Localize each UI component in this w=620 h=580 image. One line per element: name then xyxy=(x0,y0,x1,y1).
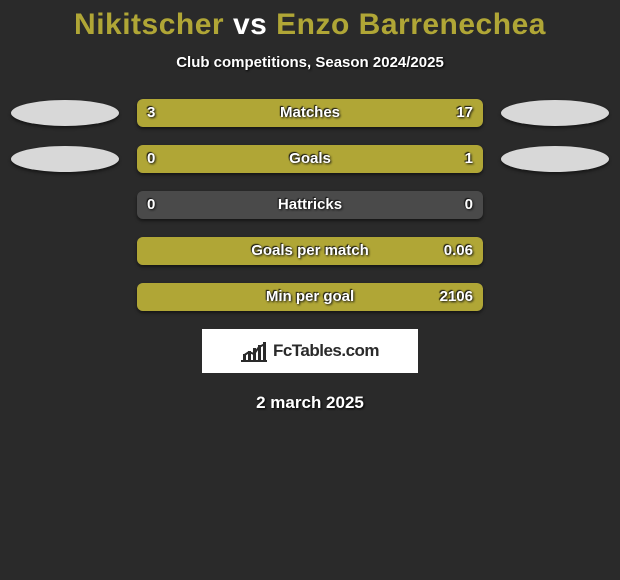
subtitle: Club competitions, Season 2024/2025 xyxy=(0,54,620,71)
player1-name: Nikitscher xyxy=(74,8,224,41)
stat-row: Min per goal2106 xyxy=(0,283,620,311)
bar-chart-icon xyxy=(241,340,267,362)
team-badge-left xyxy=(11,100,119,126)
team-badge-right xyxy=(501,146,609,172)
stat-bar: 0Goals1 xyxy=(137,145,483,173)
player2-name: Enzo Barrenechea xyxy=(276,8,546,41)
stat-row: 0Goals1 xyxy=(0,145,620,173)
team-badge-right xyxy=(501,100,609,126)
team-badge-left xyxy=(11,146,119,172)
stat-value-right: 0 xyxy=(465,191,473,219)
stat-bar: Min per goal2106 xyxy=(137,283,483,311)
date-text: 2 march 2025 xyxy=(0,393,620,413)
stat-value-right: 0.06 xyxy=(444,237,473,265)
stat-row: 0Hattricks0 xyxy=(0,191,620,219)
page-title: Nikitscher vs Enzo Barrenechea xyxy=(0,8,620,42)
stat-bar: Goals per match0.06 xyxy=(137,237,483,265)
stat-label: Matches xyxy=(137,99,483,127)
stat-bar: 0Hattricks0 xyxy=(137,191,483,219)
stat-label: Min per goal xyxy=(137,283,483,311)
stat-value-right: 2106 xyxy=(440,283,473,311)
infographic-container: Nikitscher vs Enzo Barrenechea Club comp… xyxy=(0,0,620,413)
stat-label: Goals xyxy=(137,145,483,173)
stat-label: Hattricks xyxy=(137,191,483,219)
stat-row: 3Matches17 xyxy=(0,99,620,127)
stat-value-right: 1 xyxy=(465,145,473,173)
logo-box: FcTables.com xyxy=(202,329,418,373)
stat-label: Goals per match xyxy=(137,237,483,265)
vs-text: vs xyxy=(233,8,267,41)
stat-row: Goals per match0.06 xyxy=(0,237,620,265)
stat-value-right: 17 xyxy=(456,99,473,127)
stat-bar: 3Matches17 xyxy=(137,99,483,127)
stats-list: 3Matches170Goals10Hattricks0Goals per ma… xyxy=(0,99,620,311)
logo-text: FcTables.com xyxy=(273,341,379,361)
